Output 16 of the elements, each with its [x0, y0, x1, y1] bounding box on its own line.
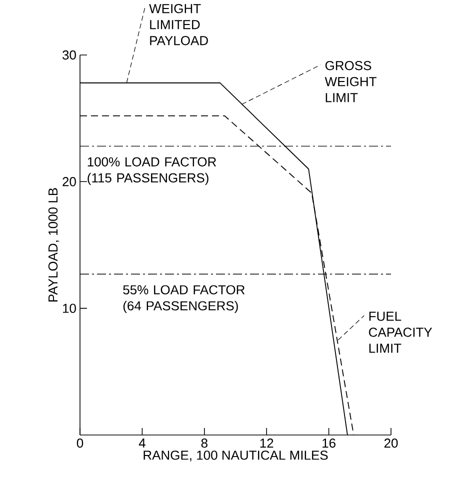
y-tick-label: 20	[62, 177, 76, 186]
x-tick-label: 0	[76, 438, 84, 448]
x-tick-label: 8	[201, 438, 208, 448]
x-tick-label: 20	[384, 438, 398, 448]
y-axis-title: PAYLOAD, 1000 LB	[48, 188, 60, 302]
x-axis-title: RANGE, 100 NAUTICAL MILES	[144, 450, 328, 462]
x-tick-label: 16	[322, 438, 336, 448]
y-tick-label: 30	[62, 50, 76, 60]
annotation: FUEL CAPACITY LIMIT	[368, 312, 432, 353]
annotation: GROSS WEIGHT LIMIT	[324, 60, 376, 102]
annotation: WEIGHT LIMITED PAYLOAD	[149, 4, 208, 46]
x-tick-label: 12	[260, 438, 274, 448]
x-tick-label: 4	[138, 438, 146, 448]
ref-line-label: 100% LOAD FACTOR (115 PASSENGERS)	[88, 157, 216, 186]
y-tick-label: 10	[62, 304, 76, 313]
ref-line-label: 55% LOAD FACTOR (64 PASSENGERS)	[123, 285, 245, 313]
